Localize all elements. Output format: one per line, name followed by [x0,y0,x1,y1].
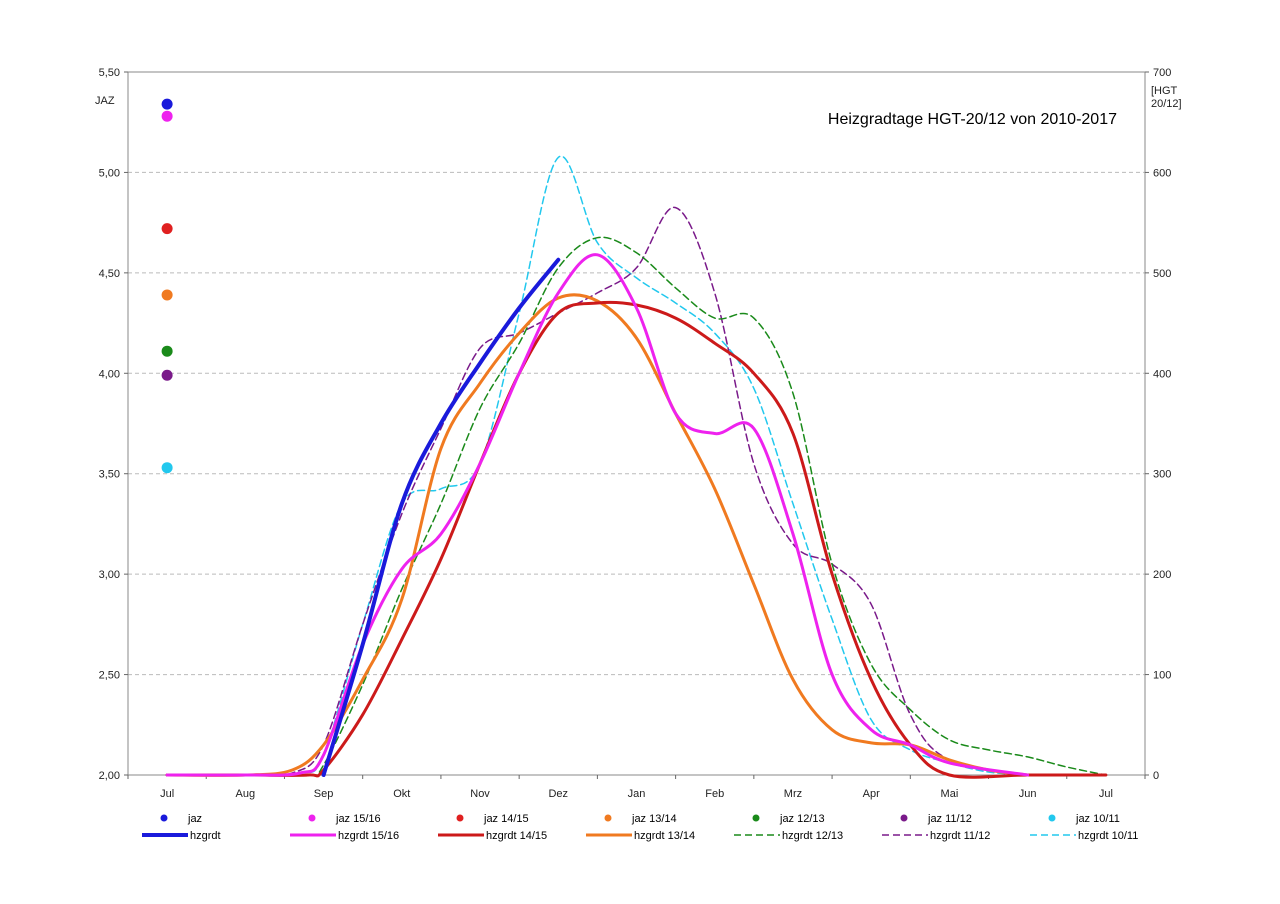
x-tick-label: Jan [628,788,646,800]
jaz-point-jaz [161,98,173,110]
left-tick-label: 5,00 [99,167,120,179]
chart-title: Heizgradtage HGT-20/12 von 2010-2017 [828,111,1117,128]
legend-marker [752,814,760,822]
left-tick-label: 2,50 [99,670,120,682]
legend-marker [1048,814,1056,822]
left-tick-label: 3,50 [99,469,120,481]
jaz-point-jaz-13-14 [161,289,173,301]
right-axis-label: [HGT 20/12] [1151,85,1182,110]
x-tick-label: Jul [160,788,174,800]
right-tick-label: 200 [1153,569,1171,581]
legend-label: hzgrdt 11/12 [930,830,990,842]
x-tick-label: Apr [863,788,880,800]
right-tick-label: 700 [1153,67,1171,79]
plot-area-frame [127,71,1146,776]
legend-label: hzgrdt 12/13 [782,830,843,842]
x-tick-label: Dez [548,788,568,800]
left-tick-label: 2,00 [99,770,120,782]
left-axis-label: JAZ [95,95,115,107]
right-tick-label: 600 [1153,167,1171,179]
axes: 2,00 2,50 3,00 3,50 4,00 4,50 5,00 5,50 0 100 200 3… [99,67,1172,800]
legend-label: jaz 13/14 [631,813,677,825]
series-line-hzgrdt-13-14 [165,293,1030,777]
left-tick-label: 3,00 [99,569,120,581]
jaz-points [161,98,173,474]
legend-label: jaz 12/13 [779,813,825,825]
left-tick-label: 4,00 [99,368,120,380]
series-line-hzgrdt-10-11 [166,155,1029,776]
legend-label: hzgrdt 14/15 [486,830,547,842]
series-line-hzgrdt-14-15 [165,300,1108,779]
legend-marker [456,814,464,822]
legend-label: hzgrdt [190,830,221,842]
gridlines [128,171,1145,676]
legend-marker [900,814,908,822]
series-lines [165,155,1108,779]
left-tick-label: 5,50 [99,67,120,79]
legend-marker [160,814,168,822]
series-line-hzgrdt [321,257,561,777]
x-tick-label: Mrz [784,788,802,800]
jaz-point-jaz-10-11 [161,462,173,474]
legend-label: jaz 14/15 [483,813,529,825]
jaz-point-jaz-11-12 [161,369,173,381]
x-tick-label: Jun [1019,788,1037,800]
series-line-hzgrdt-12-13 [166,236,1107,777]
legend-label: jaz [187,813,202,825]
jaz-point-jaz-14-15 [161,223,173,235]
right-tick-label: 300 [1153,469,1171,481]
right-tick-label: 400 [1153,368,1171,380]
x-tick-label: Feb [705,788,724,800]
right-tick-label: 500 [1153,268,1171,280]
right-tick-label: 0 [1153,770,1159,782]
left-tick-label: 4,50 [99,268,120,280]
legend-marker [308,814,316,822]
legend-label: hzgrdt 15/16 [338,830,399,842]
x-tick-label: Aug [236,788,256,800]
series-line-hzgrdt-11-12 [166,206,1029,777]
x-tick-label: Nov [470,788,490,800]
x-tick-label: Mai [941,788,959,800]
legend-label: jaz 11/12 [927,813,972,825]
x-tick-label: Okt [393,788,410,800]
x-tick-label: Jul [1099,788,1113,800]
legend-marker [604,814,612,822]
legend-label: jaz 10/11 [1075,813,1120,825]
x-tick-label: Sep [314,788,334,800]
legend-label: hzgrdt 10/11 [1078,830,1138,842]
legend-label: jaz 15/16 [335,813,381,825]
right-tick-label: 100 [1153,670,1171,682]
jaz-point-jaz-12-13 [161,345,173,357]
legend: jaz jaz 15/16 jaz 14/15 jaz 13/14 jaz 12/13 j… [142,813,1138,842]
series-line-hzgrdt-15-16 [165,253,1030,777]
jaz-point-jaz-15-16 [161,110,173,122]
legend-label: hzgrdt 13/14 [634,830,695,842]
